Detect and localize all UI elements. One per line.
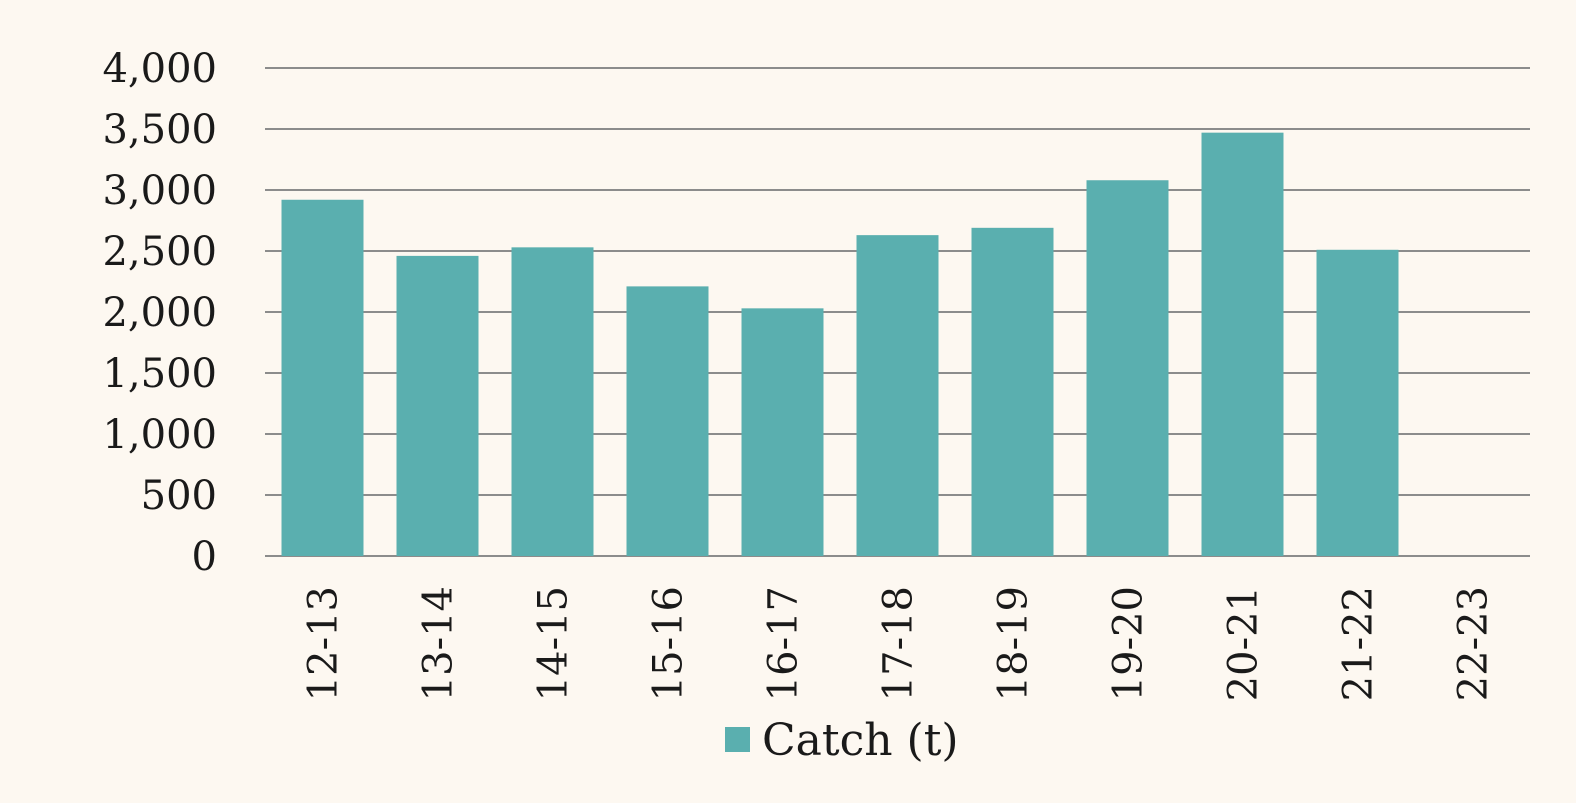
legend-label-catch: Catch (t) (762, 715, 959, 766)
bar-14-15 (511, 247, 594, 556)
bar-19-20 (1086, 180, 1169, 557)
x-tick-label: 13-14 (416, 586, 462, 701)
y-tick-label: 3,500 (102, 107, 217, 153)
y-tick-label: 2,500 (102, 229, 217, 275)
x-tick-label: 15-16 (646, 586, 692, 701)
bar-20-21 (1201, 132, 1284, 556)
x-tick-label: 18-19 (991, 586, 1037, 701)
y-tick-label: 0 (192, 534, 217, 580)
bar-15-16 (626, 286, 709, 556)
bar-12-13 (281, 199, 364, 556)
y-tick-label: 2,000 (102, 290, 217, 336)
x-axis-tick-labels: 12-13 13-14 14-15 15-16 16-17 17-18 18-19 19-20… (301, 586, 1497, 701)
legend-swatch-catch (725, 727, 750, 752)
x-tick-label: 21-22 (1336, 586, 1382, 701)
bar-21-22 (1316, 249, 1399, 556)
bar-13-14 (396, 255, 479, 556)
y-tick-label: 1,000 (102, 412, 217, 458)
y-tick-label: 1,500 (102, 351, 217, 397)
bar-16-17 (741, 308, 824, 556)
y-tick-label: 4,000 (102, 46, 217, 92)
x-tick-label: 20-21 (1221, 586, 1267, 701)
x-tick-label: 16-17 (761, 586, 807, 701)
bar-18-19 (971, 227, 1054, 556)
y-tick-label: 500 (141, 473, 217, 519)
bars (281, 132, 1399, 557)
bar-17-18 (856, 235, 939, 556)
legend: Catch (t) (725, 715, 959, 766)
x-tick-label: 12-13 (301, 586, 347, 701)
y-tick-label: 3,000 (102, 168, 217, 214)
x-tick-label: 22-23 (1451, 586, 1497, 701)
x-tick-label: 19-20 (1106, 586, 1152, 701)
x-tick-label: 17-18 (876, 586, 922, 701)
y-axis-tick-labels: 0 500 1,000 1,500 2,000 2,500 3,000 3,500 4,000 (102, 46, 217, 580)
x-tick-label: 14-15 (531, 586, 577, 701)
